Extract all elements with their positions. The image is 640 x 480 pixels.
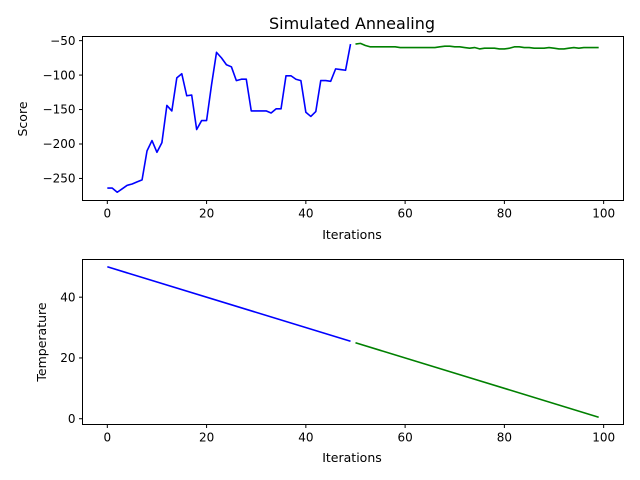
score-x-axis-label: Iterations (322, 227, 382, 242)
score-y-tick-label: −200 (43, 137, 76, 151)
score-y-tick-label: −50 (50, 34, 75, 48)
temperature-y-tick-label: 0 (68, 412, 76, 426)
temperature-x-ticks: 0 20 40 60 80 100 (103, 424, 615, 445)
temperature-series-line-1 (355, 341, 599, 418)
temperature-axes-frame (82, 259, 624, 425)
temperature-x-tick-label: 20 (199, 431, 214, 445)
score-y-axis-label: Score (15, 101, 30, 136)
chart-title: Simulated Annealing (269, 14, 435, 33)
temperature-y-axis-label: Temperature (34, 302, 49, 382)
score-subplot: Simulated Annealing 0 20 40 60 80 100 −250 −20… (15, 14, 624, 242)
temperature-x-tick-label: 100 (592, 431, 615, 445)
temperature-subplot: 0 20 40 60 80 100 0 20 40 Iterations Temperatur… (34, 259, 624, 465)
temperature-y-tick-label: 40 (60, 290, 75, 304)
score-series-line-0 (107, 43, 352, 194)
score-x-tick-label: 0 (103, 207, 111, 221)
temperature-x-tick-label: 40 (298, 431, 313, 445)
score-x-tick-label: 20 (199, 207, 214, 221)
temperature-x-tick-label: 80 (497, 431, 512, 445)
score-y-ticks: −250 −200 −150 −100 −50 (43, 34, 83, 186)
temperature-x-tick-label: 0 (103, 431, 111, 445)
score-series-group (107, 42, 599, 194)
temperature-y-ticks: 0 20 40 (60, 290, 83, 426)
score-x-tick-label: 100 (592, 207, 615, 221)
temperature-x-tick-label: 60 (397, 431, 412, 445)
temperature-series-group (107, 266, 599, 418)
score-axes-frame (82, 36, 624, 201)
temperature-series-line-0 (107, 266, 351, 343)
temperature-y-tick-label: 20 (60, 351, 75, 365)
score-x-tick-label: 60 (397, 207, 412, 221)
score-y-tick-label: −150 (43, 103, 76, 117)
score-y-tick-label: −250 (43, 172, 76, 186)
score-x-ticks: 0 20 40 60 80 100 (103, 200, 615, 221)
temperature-x-axis-label: Iterations (322, 450, 382, 465)
score-x-tick-label: 80 (497, 207, 512, 221)
score-x-tick-label: 40 (298, 207, 313, 221)
score-series-line-1 (355, 42, 599, 50)
score-y-tick-label: −100 (43, 68, 76, 82)
